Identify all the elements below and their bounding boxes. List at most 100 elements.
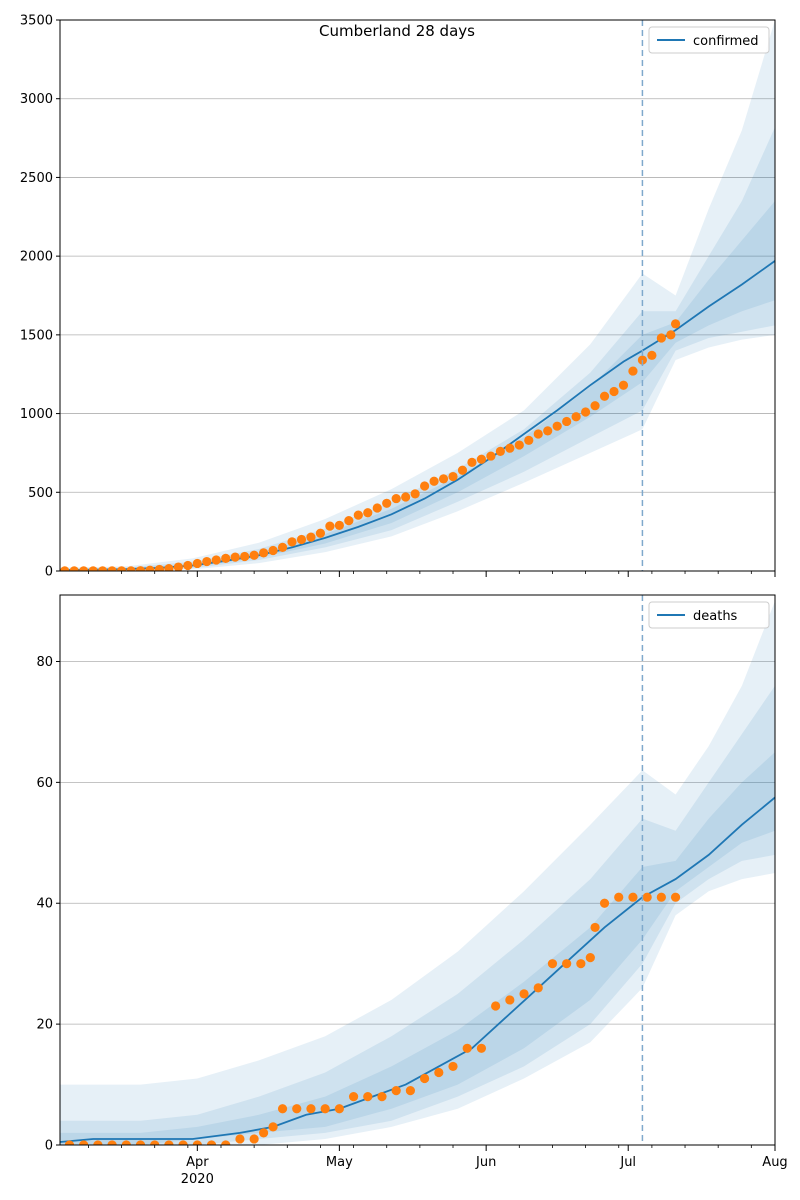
observed-point (420, 1073, 430, 1084)
x-tick-label: Jul (619, 1155, 636, 1170)
observed-point (647, 350, 657, 360)
observed-point (154, 564, 165, 571)
plot-area (60, 601, 775, 1145)
observed-point (571, 412, 581, 422)
observed-point (562, 959, 572, 969)
observed-point (64, 1140, 75, 1145)
observed-point (107, 1140, 117, 1145)
observed-point (628, 892, 638, 902)
observed-point (372, 503, 382, 513)
legend-box (648, 601, 770, 629)
observed-point (519, 989, 529, 999)
chart-title: Cumberland 28 days (319, 22, 475, 40)
x-tick-sublabel: 2020 (181, 1172, 214, 1187)
observed-point (296, 534, 307, 545)
observed-point (599, 898, 610, 908)
observed-point (292, 1104, 302, 1114)
observed-point (121, 1140, 131, 1145)
x-tick-label: Jun (475, 1155, 496, 1170)
observed-point (93, 1140, 103, 1145)
observed-point (609, 386, 619, 397)
observed-point (363, 1092, 373, 1102)
observed-point (524, 435, 534, 445)
observed-point (192, 558, 202, 569)
observed-point (88, 566, 98, 571)
observed-point (325, 521, 335, 531)
observed-point (150, 1140, 160, 1145)
observed-point (467, 457, 477, 467)
observed-point (495, 446, 505, 456)
observed-point (363, 508, 373, 518)
y-tick-label: 2500 (20, 171, 53, 186)
y-tick-label: 500 (28, 486, 53, 501)
observed-point (183, 560, 193, 571)
observed-point (306, 1104, 316, 1114)
uncertainty-band-1 (60, 601, 775, 1145)
observed-point (448, 471, 458, 482)
observed-point (434, 1067, 444, 1078)
y-tick-label: 1500 (20, 328, 53, 343)
plot-area (60, 20, 775, 571)
legend-label: confirmed (693, 34, 759, 49)
observed-point (259, 1128, 269, 1138)
model-line-deaths (60, 796, 775, 1143)
legend-label: deaths (693, 609, 738, 624)
observed-point (547, 959, 558, 969)
observed-point (192, 1140, 202, 1145)
observed-point (457, 465, 468, 475)
observed-point (533, 983, 543, 993)
observed-point (344, 516, 354, 526)
observed-point (438, 474, 449, 484)
observed-point (126, 566, 136, 571)
observed-point (79, 566, 89, 571)
observed-point (178, 1140, 188, 1145)
observed-point (491, 1001, 501, 1011)
observed-point (562, 416, 572, 427)
y-tick-label: 20 (36, 1018, 53, 1033)
axes-frame (59, 19, 776, 572)
observed-point (249, 550, 259, 560)
observed-point (410, 489, 420, 499)
observed-point (476, 454, 487, 464)
observed-point (334, 520, 344, 530)
y-tick-label: 3500 (20, 14, 53, 29)
y-tick-label: 2000 (20, 250, 53, 265)
observed-point (505, 995, 515, 1005)
legend-confirmed: confirmed (648, 26, 770, 54)
observed-point (164, 1140, 174, 1145)
observed-point (391, 493, 401, 504)
observed-point (145, 565, 155, 571)
observed-point (230, 552, 240, 562)
observed-point (405, 1086, 415, 1096)
observed-point (206, 1140, 217, 1145)
observed-point (268, 1122, 278, 1132)
observed-point (599, 391, 610, 401)
observed-point (585, 953, 595, 963)
chart-panel-deaths: 0 20 40 60 80 Apr 2020 May Jun Jul Aug deaths (36, 594, 788, 1187)
observed-point (543, 426, 553, 436)
observed-point (268, 545, 278, 556)
observed-point (202, 556, 212, 567)
axes-frame (59, 594, 776, 1146)
observed-point (666, 330, 676, 340)
y-tick-label: 1000 (20, 407, 53, 422)
observed-point (628, 366, 638, 376)
observed-point (382, 498, 392, 508)
observed-point (576, 959, 586, 969)
observed-point (420, 481, 430, 491)
chart-panel-confirmed: 0 500 1000 1500 2000 2500 3000 3500 confirmed (20, 14, 776, 580)
observed-point (514, 440, 524, 450)
observed-point (277, 1104, 288, 1114)
observed-point (320, 1104, 330, 1114)
observed-point (614, 892, 624, 902)
observed-point (173, 562, 183, 571)
observed-point (98, 566, 108, 571)
uncertainty-band-2 (60, 127, 775, 571)
observed-point (306, 532, 316, 542)
observed-point (505, 443, 515, 453)
y-tick-label: 40 (36, 897, 53, 912)
legend-box (648, 26, 770, 54)
observed-point (348, 1092, 359, 1102)
observed-point (618, 380, 629, 390)
